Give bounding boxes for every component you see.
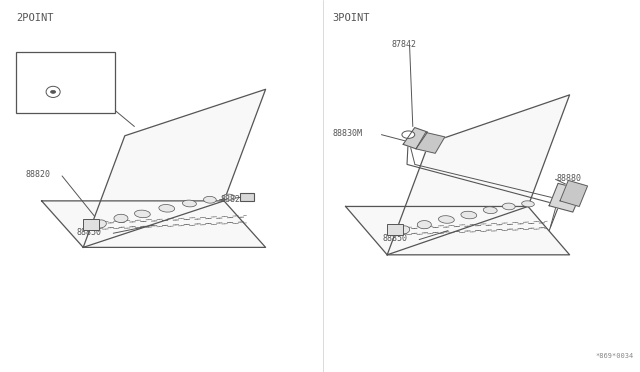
Text: 88850: 88850	[77, 228, 102, 237]
Ellipse shape	[398, 226, 410, 234]
Polygon shape	[549, 183, 582, 212]
Polygon shape	[346, 206, 570, 255]
Ellipse shape	[502, 203, 515, 210]
Text: 88850: 88850	[383, 234, 408, 243]
Text: 88830M: 88830M	[333, 129, 363, 138]
Text: 3POINT: 3POINT	[333, 13, 371, 23]
Text: 88820: 88820	[26, 170, 51, 179]
Ellipse shape	[438, 216, 454, 223]
Text: 2POINT: 2POINT	[16, 13, 54, 23]
Ellipse shape	[114, 214, 128, 222]
Bar	[387, 224, 403, 235]
Ellipse shape	[417, 221, 431, 229]
Ellipse shape	[204, 196, 216, 203]
Circle shape	[51, 90, 56, 93]
Circle shape	[402, 131, 415, 138]
Bar	[83, 219, 99, 230]
Ellipse shape	[483, 207, 497, 214]
Ellipse shape	[461, 211, 477, 219]
Bar	[240, 193, 254, 201]
Polygon shape	[560, 180, 588, 206]
Ellipse shape	[95, 220, 106, 228]
Polygon shape	[403, 128, 428, 149]
Ellipse shape	[182, 200, 196, 207]
Ellipse shape	[46, 86, 60, 97]
Text: *869*0034: *869*0034	[595, 353, 634, 359]
Ellipse shape	[223, 194, 236, 200]
Polygon shape	[416, 132, 445, 153]
Text: 88821: 88821	[221, 195, 246, 204]
Text: 88880: 88880	[557, 174, 582, 183]
Bar	[16, 52, 115, 113]
Polygon shape	[42, 201, 266, 247]
Ellipse shape	[159, 205, 175, 212]
Text: 88830G: 88830G	[26, 60, 56, 68]
Polygon shape	[387, 95, 570, 255]
Polygon shape	[83, 89, 266, 247]
Ellipse shape	[522, 201, 534, 207]
Ellipse shape	[134, 210, 150, 218]
Text: 87842: 87842	[392, 40, 417, 49]
